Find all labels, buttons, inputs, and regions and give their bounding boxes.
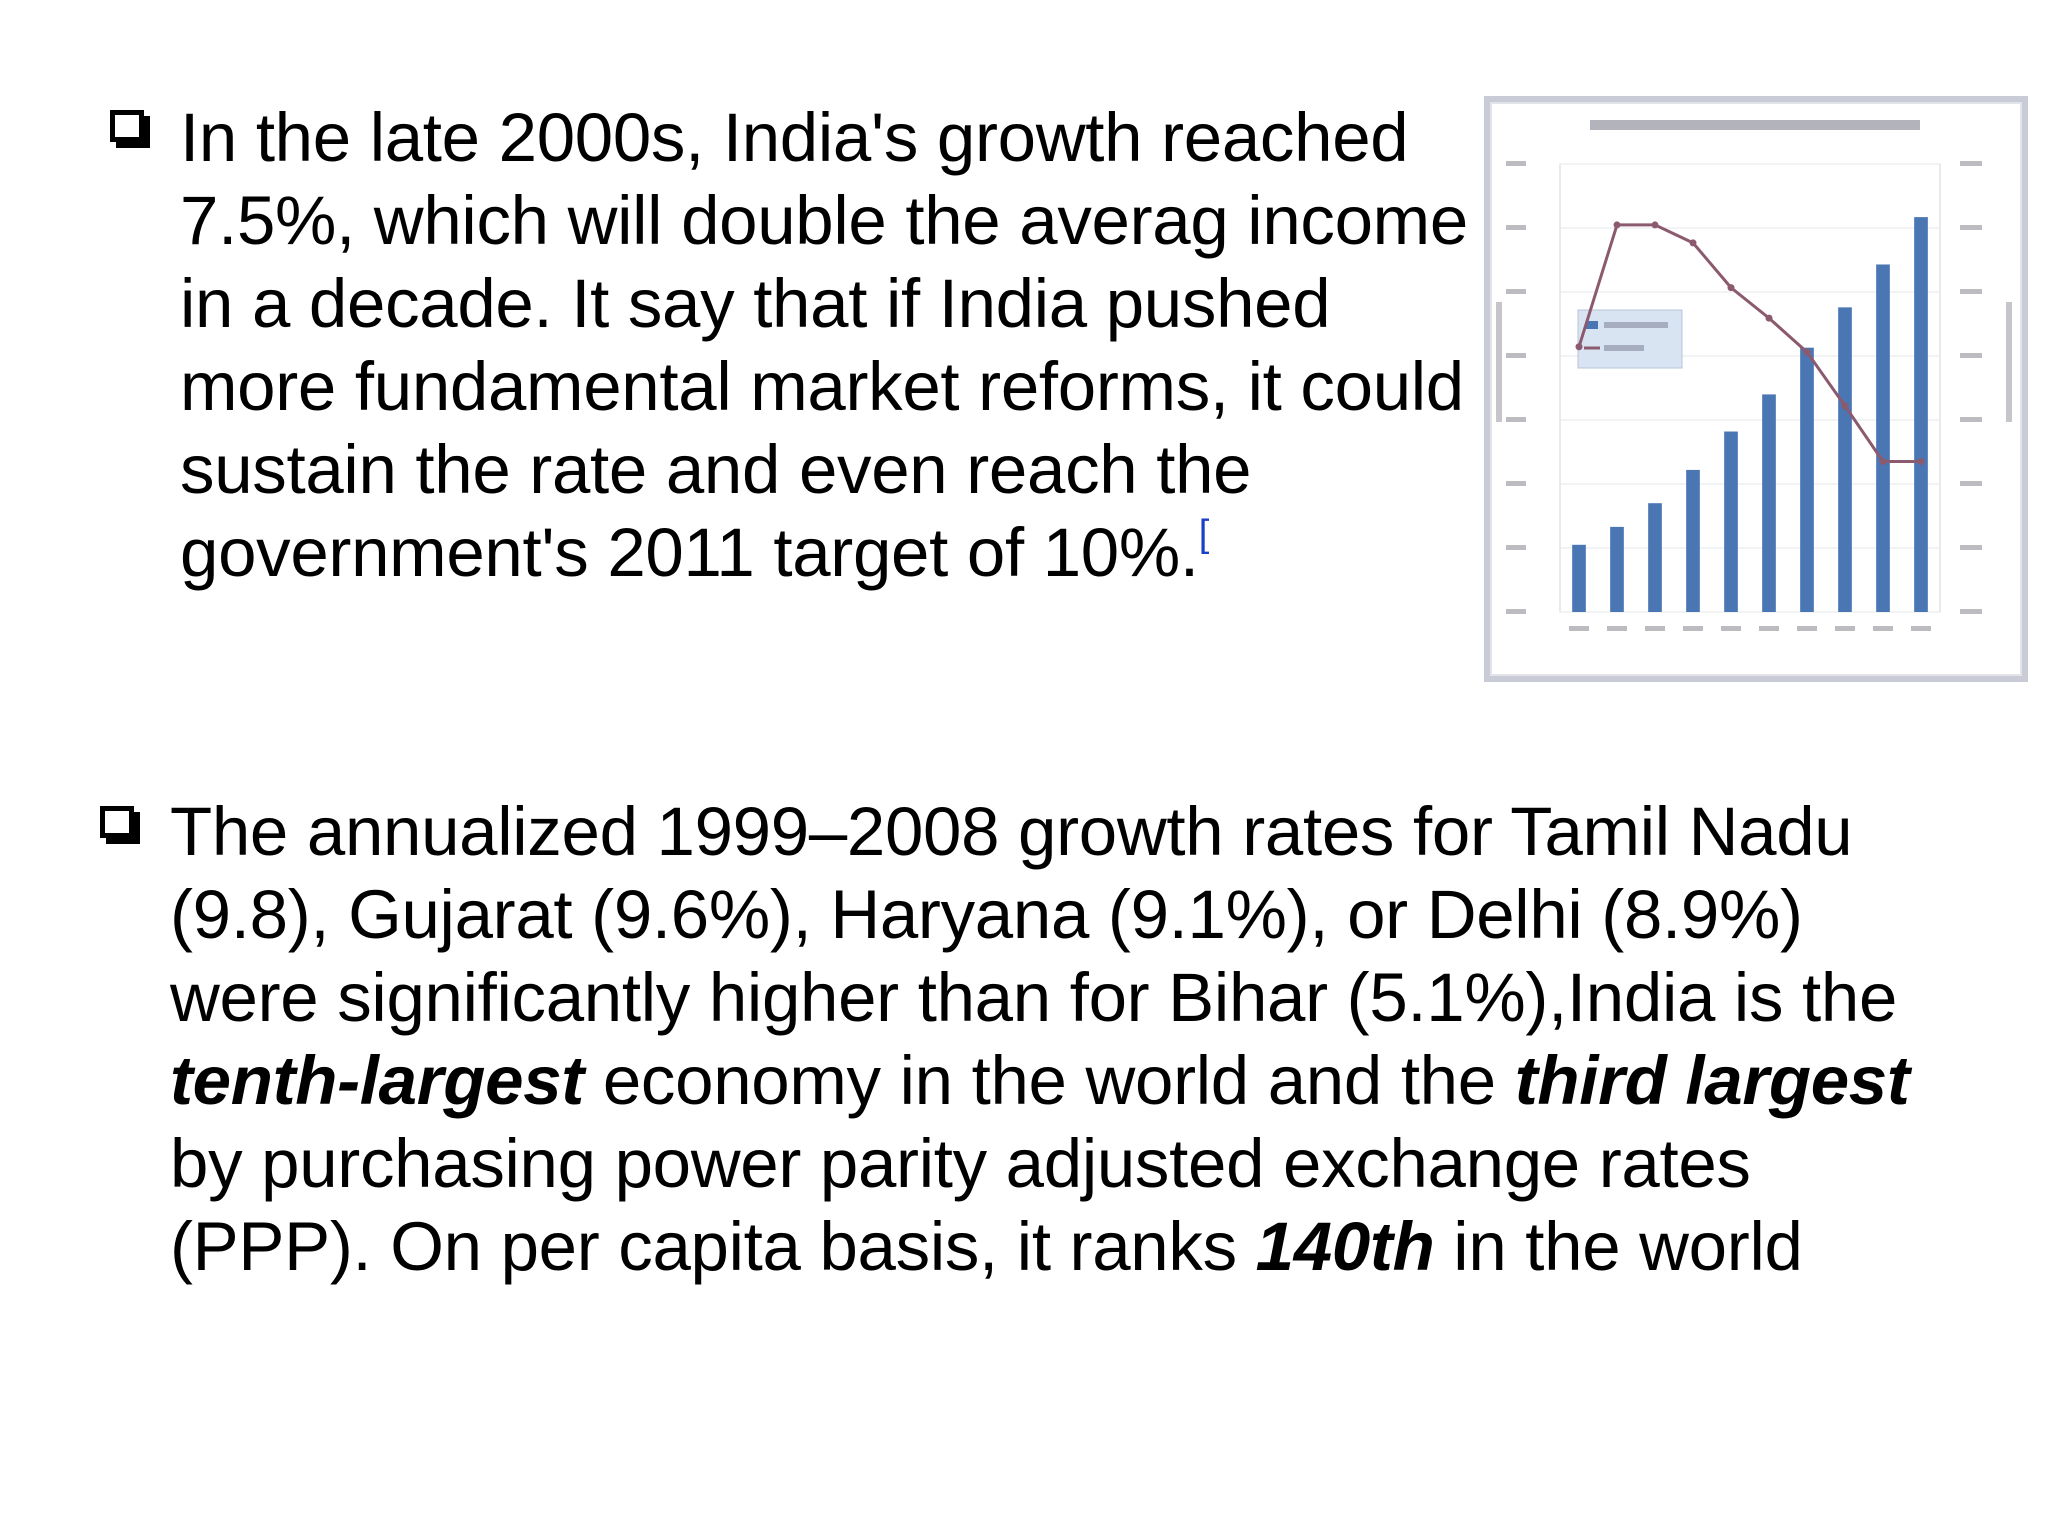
chart-bars [1572,217,1928,612]
y-tick-blur [1506,353,1526,358]
y2-tick-blur [1960,289,1982,294]
checkbox-bullet-icon [100,806,134,838]
growth-point [1879,457,1887,465]
y2-tick-blur [1960,353,1982,358]
bullet-point-2: The annualized 1999–2008 growth rates fo… [95,790,1995,1288]
growth-point [1803,348,1811,356]
y2-tick-blur [1960,609,1982,614]
chart-bar [1648,503,1662,612]
market-chart-image [1484,96,2028,682]
paragraph-2-line-6: (PPP). On per capita basis, it ranks 140… [170,1205,1995,1288]
paragraph-1-line: more fundamental market reforms, it coul… [180,348,1464,425]
paragraph-1: In the late 2000s, India's growth reache… [180,96,1500,594]
chart-bar [1876,264,1890,612]
paragraph-1-last-line: government's 2011 target of 10%.[ [180,511,1500,594]
emphasis-140th: 140th [1255,1208,1435,1285]
paragraph-1-line: 7.5%, which will double the averag incom… [180,182,1468,259]
y-tick-blur [1506,289,1526,294]
growth-point [1765,314,1773,322]
y2-tick-blur [1960,225,1982,230]
chart-bar [1762,394,1776,612]
y-tick-blur [1506,161,1526,166]
y-axis-title-blur [1496,302,1502,422]
y2-tick-blur [1960,161,1982,166]
legend-label-blur [1604,322,1668,328]
legend-swatch-bar [1586,321,1598,329]
chart-bar [1686,469,1700,612]
x-tick-blur [1797,626,1817,631]
reference-link[interactable]: [ [1198,513,1210,555]
chart-bar [1572,544,1586,612]
emphasis-tenth-largest: tenth-largest [170,1042,584,1119]
growth-point [1727,284,1735,292]
growth-point [1917,457,1925,465]
paragraph-2: The annualized 1999–2008 growth rates fo… [170,790,1995,1288]
chart-title-blur [1590,120,1920,130]
x-tick-blur [1911,626,1931,631]
x-tick-blur [1873,626,1893,631]
y2-axis-title-blur [2006,302,2012,422]
y-tick-blur [1506,417,1526,422]
paragraph-1-line: in a decade. It say that if India pushed [180,265,1331,342]
x-tick-blur [1721,626,1741,631]
paragraph-1-line: government's 2011 target of 10%. [180,514,1199,591]
y-tick-blur [1506,225,1526,230]
market-chart [1496,120,2012,631]
growth-line [1577,223,1921,463]
bullet-point-1: In the late 2000s, India's growth reache… [100,96,1500,594]
chart-bar [1610,526,1624,612]
x-tick-blur [1835,626,1855,631]
paragraph-1-line: In the late 2000s, India's growth reache… [180,99,1409,176]
y-tick-blur [1506,545,1526,550]
legend-box [1577,309,1683,369]
y-tick-blur [1506,481,1526,486]
y-tick-blur [1506,609,1526,614]
paragraph-2-line: (9.8), Gujarat (9.6%), Haryana (9.1%), o… [170,876,1803,953]
paragraph-2-text: (PPP). On per capita basis, it ranks [170,1208,1256,1285]
x-tick-blur [1569,626,1589,631]
growth-point [1689,239,1697,247]
y2-tick-blur [1960,481,1982,486]
legend-label-blur [1604,345,1644,351]
paragraph-2-line: by purchasing power parity adjusted exch… [170,1125,1751,1202]
checkbox-bullet-icon [110,110,144,142]
paragraph-1-line: sustain the rate and even reach the [180,431,1252,508]
x-tick-blur [1683,626,1703,631]
growth-point [1613,221,1621,229]
chart-bar [1724,431,1738,612]
chart-line-series [1575,221,1925,465]
paragraph-2-text: economy in the world and the [583,1042,1515,1119]
chart-bar [1914,217,1928,612]
growth-point [1841,402,1849,410]
growth-point [1651,221,1659,229]
chart-bar [1800,347,1814,612]
paragraph-2-line: The annualized 1999–2008 growth rates fo… [170,793,1853,870]
x-tick-blur [1759,626,1779,631]
x-tick-blur [1645,626,1665,631]
chart-bar [1838,307,1852,612]
paragraph-2-line-4: tenth-largest economy in the world and t… [170,1039,1995,1122]
paragraph-2-text: in the world [1434,1208,1803,1285]
emphasis-third-largest: third largest [1514,1042,1910,1119]
y2-tick-blur [1960,417,1982,422]
y2-tick-blur [1960,545,1982,550]
growth-point [1575,343,1583,351]
paragraph-2-line: were significantly higher than for Bihar… [170,959,1898,1036]
x-tick-blur [1607,626,1627,631]
